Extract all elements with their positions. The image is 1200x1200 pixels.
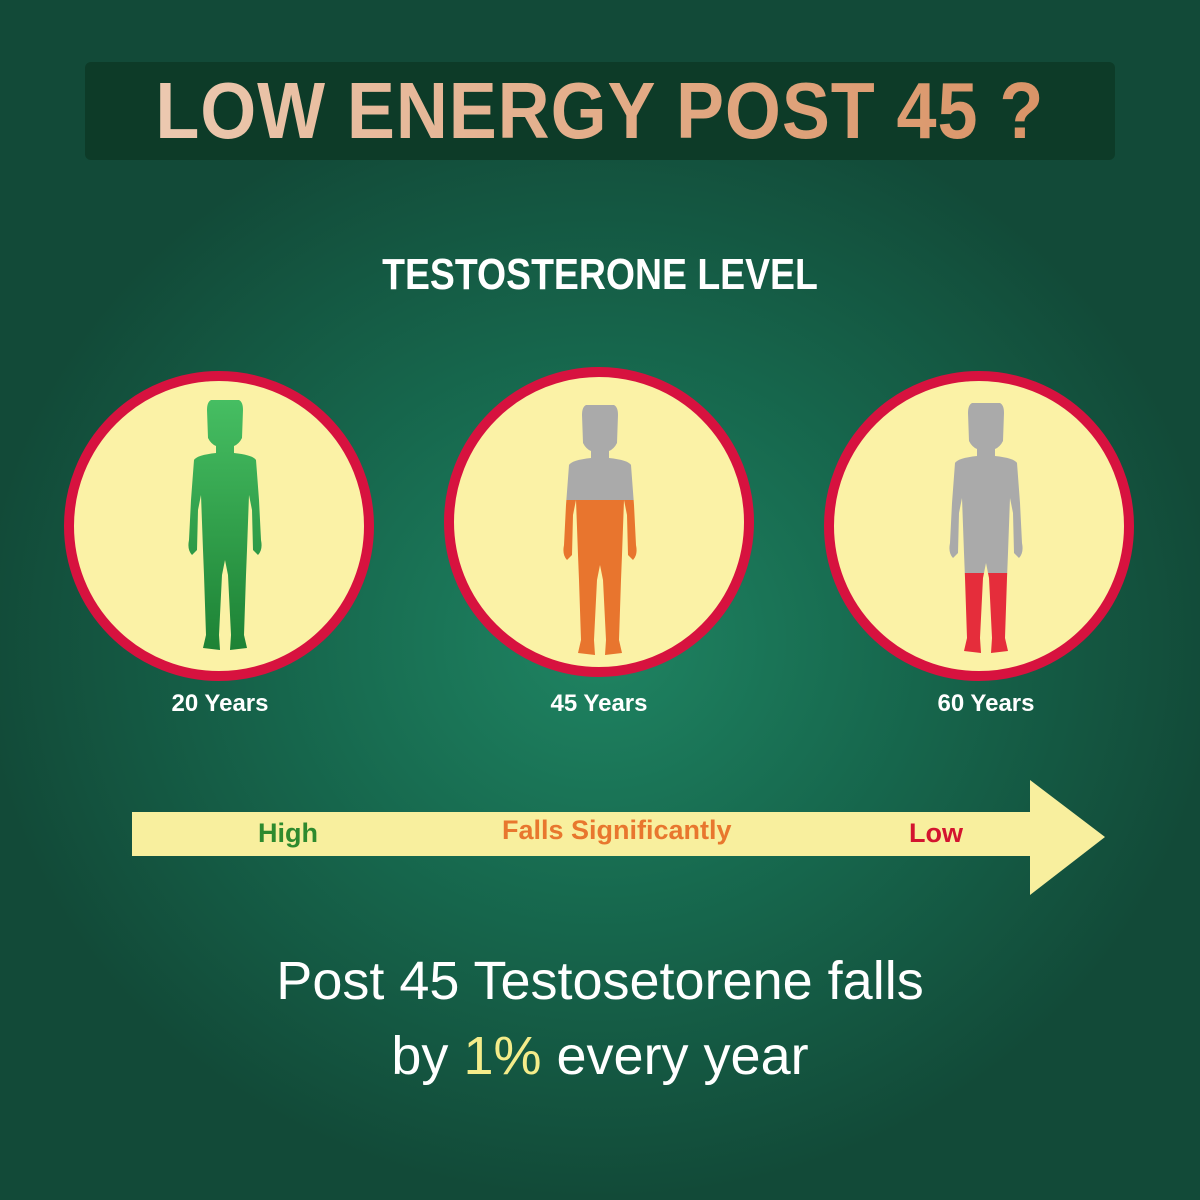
- age-label-45: 45 Years: [550, 690, 648, 717]
- section-title: TESTOSTERONE LEVEL: [382, 250, 818, 299]
- trend-arrow: [132, 780, 1105, 895]
- title-banner: LOW ENERGY POST 45 ?: [85, 62, 1115, 160]
- stage-60-circle: [824, 371, 1134, 681]
- footer-line-1: Post 45 Testosetorene falls: [276, 951, 924, 1011]
- level-falls-label: Falls Significantly: [502, 815, 732, 845]
- level-low-label: Low: [909, 818, 963, 848]
- footer-percent: 1%: [463, 1026, 542, 1086]
- age-label-20: 20 Years: [171, 690, 269, 717]
- level-high-label: High: [258, 818, 318, 848]
- page-title: LOW ENERGY POST 45 ?: [155, 66, 1045, 155]
- footer-prefix: by: [391, 1026, 449, 1086]
- footer-suffix: every year: [556, 1026, 809, 1086]
- stage-45-circle: [444, 367, 754, 677]
- age-label-60: 60 Years: [937, 690, 1035, 717]
- footer-line-2: by 1% every year: [0, 1025, 1200, 1087]
- stage-20-circle: [64, 371, 374, 681]
